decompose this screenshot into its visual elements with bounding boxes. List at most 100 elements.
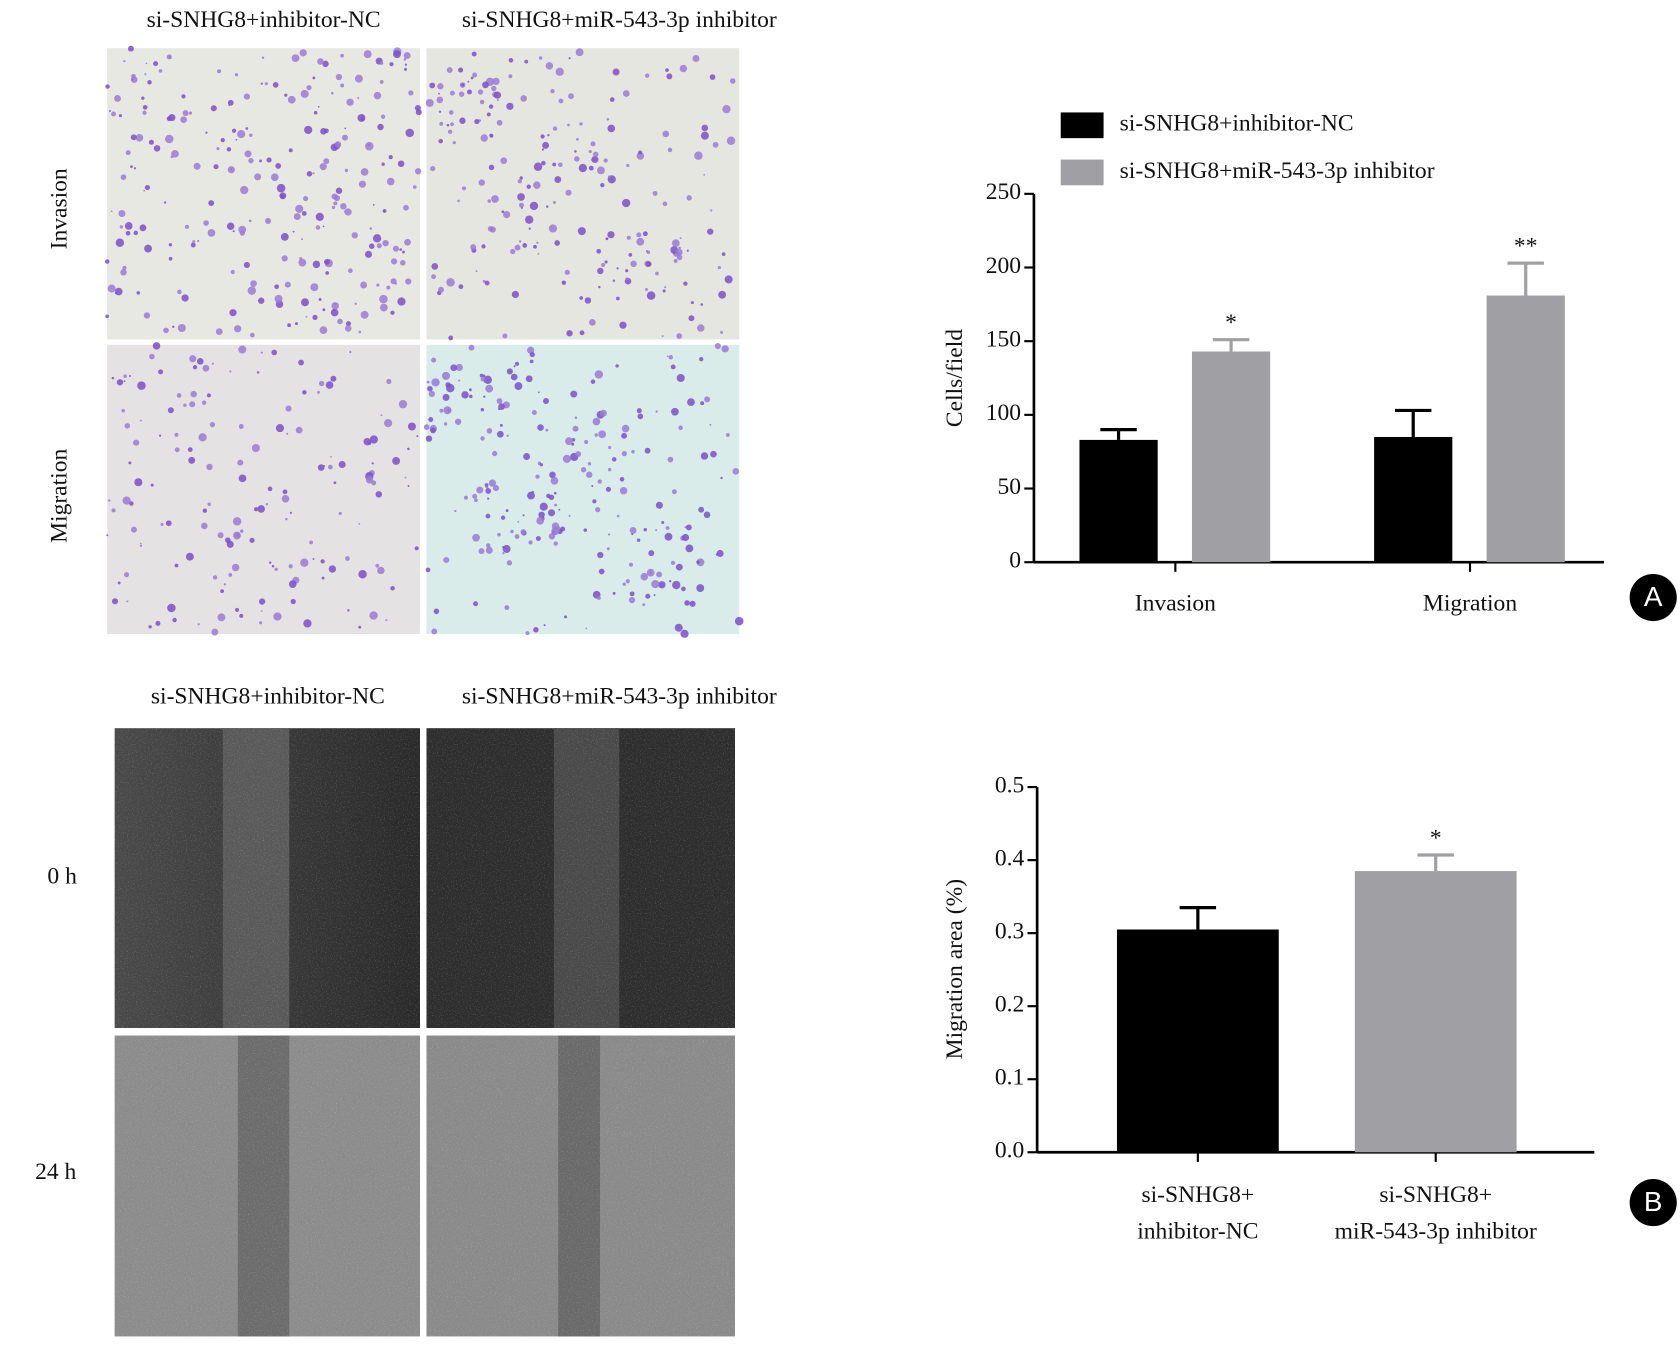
stain-dot: [189, 401, 196, 408]
stain-dot: [115, 238, 125, 247]
stain-dot: [407, 447, 410, 451]
stain-dot: [502, 552, 505, 555]
stain-dot: [646, 291, 656, 300]
stain-dot: [438, 286, 445, 293]
stain-dot: [237, 459, 244, 466]
stain-dot: [248, 157, 254, 164]
stain-dot: [717, 266, 721, 270]
stain-dot: [619, 476, 625, 482]
stain-dot: [256, 371, 260, 374]
stain-dot: [704, 396, 711, 403]
stain-dot: [500, 515, 506, 520]
stain-dot: [423, 424, 430, 430]
stain-dot: [675, 563, 683, 571]
stain-dot: [697, 324, 705, 332]
stain-dot: [473, 601, 479, 607]
stain-dot: [382, 209, 386, 213]
stain-dot: [661, 520, 665, 524]
stain-dot: [139, 419, 142, 422]
stain-dot: [605, 237, 609, 241]
stain-dot: [645, 593, 651, 599]
stain-dot: [586, 471, 593, 478]
stain-dot: [685, 524, 692, 531]
stain-dot: [488, 479, 497, 487]
column-header: si-SNHG8+miR-543-3p inhibitor: [462, 7, 777, 33]
legend-label: si-SNHG8+miR-543-3p inhibitor: [1120, 158, 1435, 184]
stain-dot: [181, 294, 189, 302]
stain-dot: [533, 627, 539, 633]
stain-dot: [371, 480, 377, 486]
stain-dot: [331, 193, 338, 200]
y-axis-label: Migration area (%): [942, 879, 968, 1059]
stain-dot: [492, 485, 500, 492]
stain-dot: [376, 283, 380, 287]
stain-dot: [591, 484, 594, 488]
stain-dot: [213, 164, 219, 170]
stain-dot: [271, 564, 275, 568]
stain-dot: [183, 403, 187, 407]
stain-dot: [295, 426, 303, 434]
stain-dot: [671, 239, 680, 247]
stain-dot: [207, 502, 211, 506]
stain-dot: [379, 303, 388, 312]
stain-dot: [372, 203, 375, 206]
stain-dot: [365, 476, 374, 484]
stain-dot: [575, 48, 584, 57]
stain-dot: [535, 536, 541, 541]
stain-dot: [584, 297, 592, 304]
stain-dot: [268, 561, 272, 564]
stain-dot: [431, 628, 438, 635]
stain-dot: [506, 434, 509, 437]
stain-dot: [144, 184, 150, 191]
stain-dot: [416, 435, 419, 438]
stain-dot: [206, 393, 211, 398]
stain-dot: [664, 532, 673, 541]
stain-dot: [259, 159, 262, 163]
stain-dot: [341, 134, 348, 141]
stain-dot: [651, 580, 660, 589]
stain-dot: [700, 452, 709, 460]
stain-dot: [468, 344, 475, 351]
bar: [1354, 871, 1517, 1153]
stain-dot: [337, 318, 343, 325]
stain-dot: [303, 195, 309, 202]
stain-dot: [722, 105, 731, 114]
stain-dot: [369, 611, 378, 620]
stain-dot: [570, 390, 578, 398]
stain-dot: [484, 280, 490, 286]
stain-dot: [729, 78, 736, 84]
stain-dot: [472, 493, 478, 499]
column-header: si-SNHG8+inhibitor-NC: [151, 684, 385, 710]
stain-dot: [193, 162, 201, 170]
stain-dot: [688, 315, 695, 322]
stain-dot: [561, 280, 567, 285]
y-tick-label: 250: [986, 179, 1021, 205]
stain-dot: [201, 522, 208, 530]
stain-dot: [330, 455, 332, 458]
stain-dot: [519, 176, 523, 180]
stain-dot: [131, 526, 137, 533]
stain-dot: [364, 250, 373, 258]
stain-dot: [665, 526, 670, 530]
stain-dot: [480, 408, 485, 412]
stain-dot: [385, 619, 388, 622]
stain-dot: [303, 619, 312, 628]
stain-dot: [272, 82, 279, 88]
stain-dot: [380, 414, 383, 417]
stain-dot: [211, 362, 214, 365]
x-tick-label: Invasion: [1135, 590, 1216, 616]
row-label: 0 h: [47, 864, 77, 890]
stain-dot: [158, 434, 162, 437]
stain-dot: [240, 529, 244, 533]
stain-dot: [142, 104, 148, 110]
stain-dot: [284, 93, 288, 97]
stain-dot: [479, 99, 485, 105]
stain-dot: [552, 162, 557, 167]
stain-dot: [168, 256, 173, 261]
stain-dot: [485, 543, 491, 548]
stain-dot: [551, 527, 560, 536]
stain-dot: [125, 150, 131, 156]
stain-dot: [334, 141, 342, 148]
stain-dot: [300, 89, 309, 98]
stain-dot: [198, 433, 207, 442]
